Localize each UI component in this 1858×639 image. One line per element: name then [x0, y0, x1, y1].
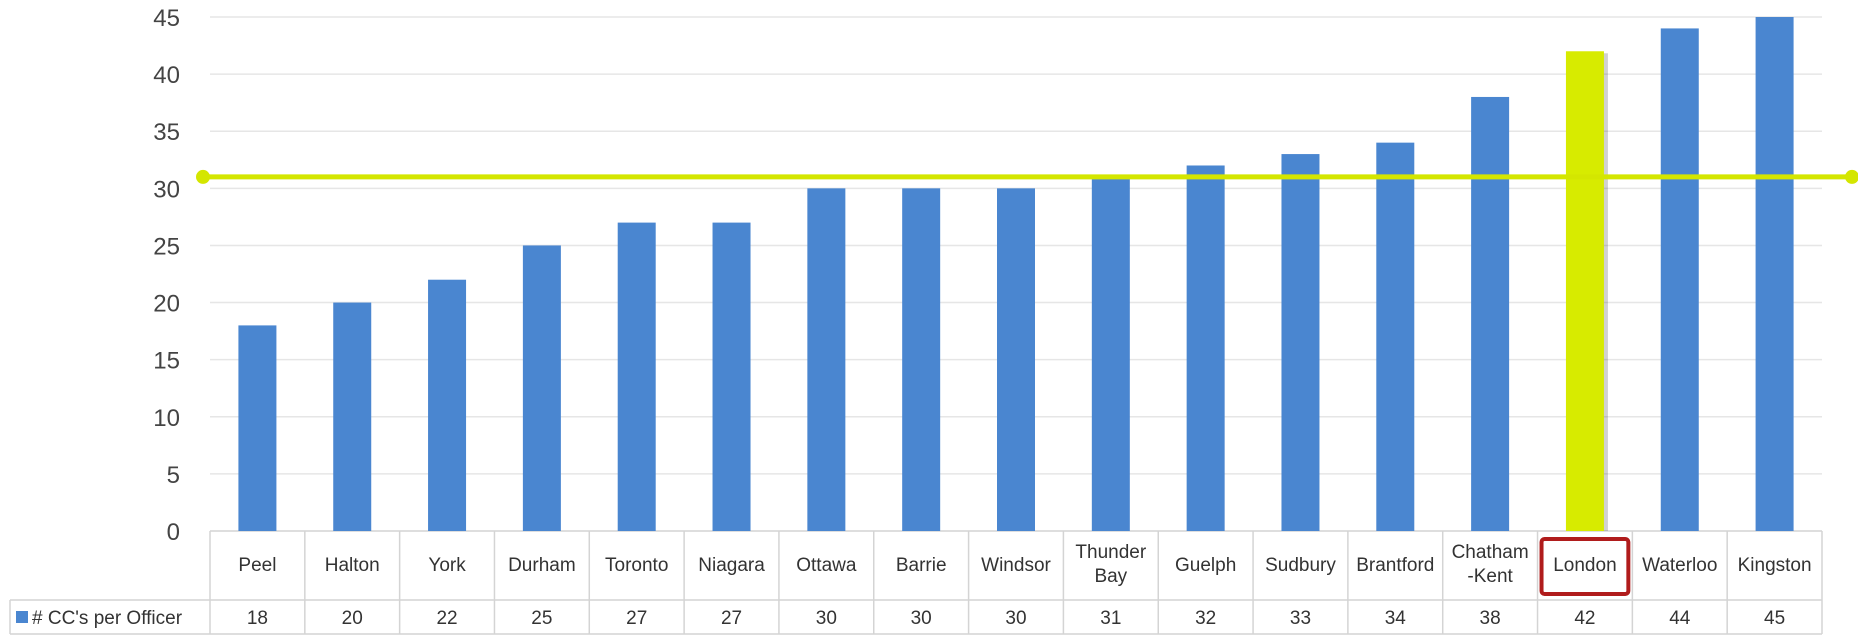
y-tick-label: 35 [153, 119, 180, 146]
data-table-value: 38 [1480, 608, 1501, 629]
category-label: Barrie [896, 555, 947, 576]
bar-durham [522, 245, 561, 531]
data-table-value: 18 [247, 608, 268, 629]
reference-line-marker [196, 169, 210, 184]
y-tick-label: 0 [167, 519, 180, 546]
data-table-value: 42 [1574, 608, 1595, 629]
category-label: Durham [508, 555, 576, 576]
legend-swatch [16, 611, 28, 623]
category-label: -Kent [1467, 566, 1513, 587]
data-table-value: 27 [721, 608, 742, 629]
category-label: Sudbury [1265, 555, 1336, 576]
y-tick-label: 45 [153, 5, 180, 32]
data-table-value: 22 [436, 608, 457, 629]
category-label: Niagara [698, 555, 765, 576]
category-label: Peel [238, 555, 276, 576]
data-table-value: 30 [816, 608, 837, 629]
bar-thunder-bay [1091, 176, 1130, 531]
y-tick-label: 30 [153, 176, 180, 203]
data-table-value: 44 [1669, 608, 1691, 629]
bar-chatham--kent [1471, 96, 1510, 531]
category-label: Guelph [1175, 555, 1236, 576]
data-table-value: 34 [1385, 608, 1407, 629]
bar-guelph [1186, 165, 1225, 531]
bar-brantford [1376, 142, 1415, 531]
bar-niagara [712, 222, 751, 531]
category-label: Ottawa [796, 555, 857, 576]
bar-london [1565, 51, 1604, 532]
category-label: Chatham [1452, 542, 1529, 563]
y-tick-label: 40 [153, 62, 180, 89]
y-tick-label: 10 [153, 405, 180, 432]
bar-toronto [617, 222, 656, 531]
legend-label: # CC's per Officer [32, 608, 183, 629]
data-table-value: 27 [626, 608, 647, 629]
bar-halton [333, 302, 372, 531]
bar-sudbury [1281, 154, 1320, 532]
category-label: Kingston [1738, 555, 1812, 576]
category-label: Windsor [981, 555, 1051, 576]
y-tick-label: 25 [153, 233, 180, 260]
category-label: London [1553, 555, 1616, 576]
bar-york [428, 279, 467, 531]
category-label: Waterloo [1642, 555, 1717, 576]
bar-waterloo [1660, 28, 1699, 532]
category-label: York [428, 555, 466, 576]
y-tick-label: 20 [153, 291, 180, 318]
data-table-value: 20 [342, 608, 363, 629]
category-label: Thunder [1075, 542, 1146, 563]
bar-kingston [1755, 17, 1794, 531]
category-label: Halton [325, 555, 380, 576]
y-tick-label: 5 [167, 462, 180, 489]
data-table-value: 32 [1195, 608, 1216, 629]
data-table-value: 33 [1290, 608, 1311, 629]
bar-ottawa [807, 188, 846, 532]
category-label: Brantford [1356, 555, 1434, 576]
data-table-value: 45 [1764, 608, 1785, 629]
reference-line-marker [1845, 169, 1858, 184]
data-table-value: 31 [1100, 608, 1121, 629]
category-label: Toronto [605, 555, 668, 576]
highlight-box [1539, 537, 1631, 596]
data-table-value: 25 [531, 608, 552, 629]
bar-peel [238, 325, 277, 531]
data-table-value: 30 [911, 608, 932, 629]
category-label: Bay [1094, 566, 1127, 587]
bar-windsor [997, 188, 1035, 532]
bar-barrie [902, 188, 941, 532]
y-tick-label: 15 [153, 348, 180, 375]
data-table-value: 30 [1005, 608, 1026, 629]
